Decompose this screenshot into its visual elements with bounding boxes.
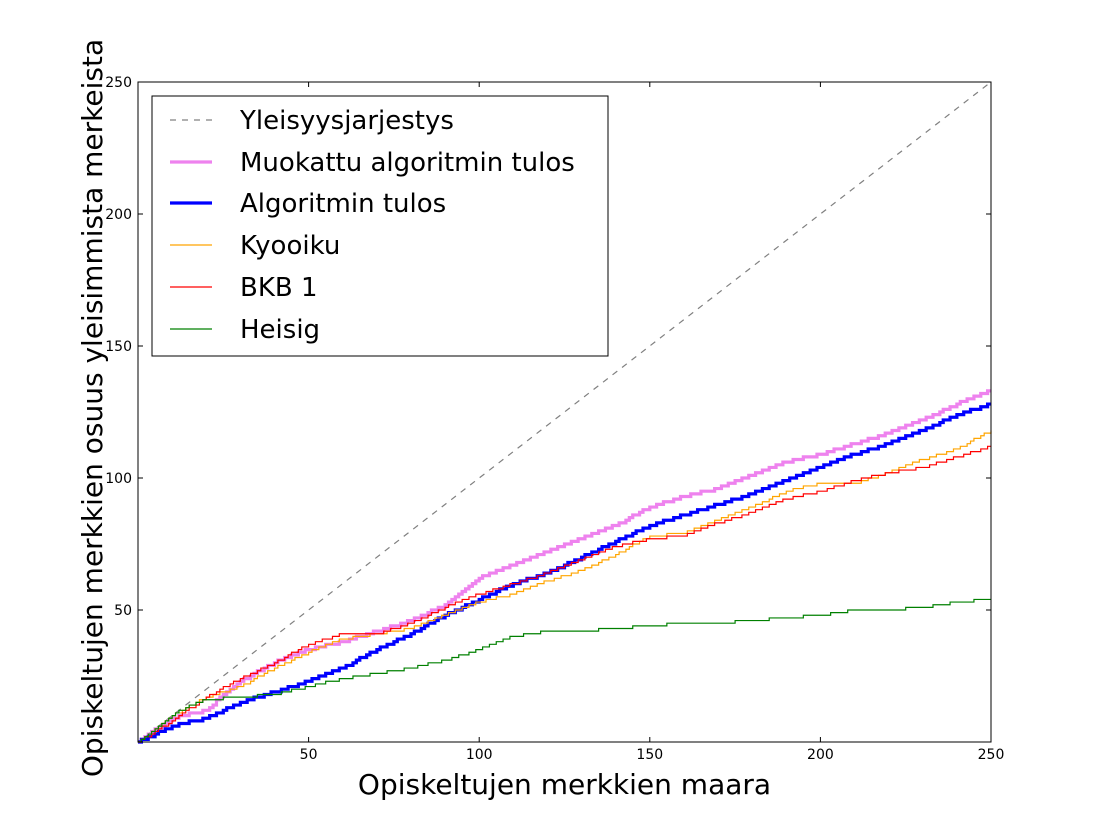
y-axis-label: Opiskeltujen merkkien osuus yleisimmista… bbox=[76, 39, 109, 777]
x-tick-label: 200 bbox=[807, 747, 834, 763]
legend-label-kyooiku: Kyooiku bbox=[240, 231, 340, 261]
y-tick-label: 50 bbox=[114, 603, 132, 619]
x-tick-label: 50 bbox=[300, 747, 318, 763]
plot-frame bbox=[137, 81, 992, 743]
legend-label-muokattu-algoritmin-tulos: Muokattu algoritmin tulos bbox=[240, 148, 575, 178]
legend-label-heisig: Heisig bbox=[240, 315, 320, 345]
y-tick-label: 100 bbox=[105, 471, 132, 487]
y-tick-label: 150 bbox=[105, 339, 132, 355]
series-line-algoritmin-tulos bbox=[138, 402, 991, 744]
legend-label-algoritmin-tulos: Algoritmin tulos bbox=[240, 189, 446, 219]
series-layer bbox=[137, 81, 992, 744]
series-line-heisig bbox=[138, 598, 991, 743]
legend-label-yleisyysjarjestys: Yleisyysjarjestys bbox=[239, 106, 454, 136]
y-tick-label: 250 bbox=[105, 75, 132, 91]
legend: Yleisyysjarjestys Muokattu algoritmin tul… bbox=[151, 95, 609, 357]
legend-box bbox=[151, 95, 609, 357]
x-axis-label: Opiskeltujen merkkien maara bbox=[358, 768, 771, 801]
x-tick-label: 250 bbox=[978, 747, 1005, 763]
x-tick-label: 100 bbox=[466, 747, 493, 763]
series-line-bkb-1 bbox=[138, 445, 991, 743]
legend-label-bkb-1: BKB 1 bbox=[240, 273, 318, 303]
series-line-muokattu-algoritmin-tulos bbox=[138, 389, 991, 744]
y-tick-label: 200 bbox=[105, 207, 132, 223]
ticks-layer: 50 100 150 200 250 50 100 150 200 250 bbox=[105, 75, 1004, 763]
x-tick-label: 150 bbox=[636, 747, 663, 763]
